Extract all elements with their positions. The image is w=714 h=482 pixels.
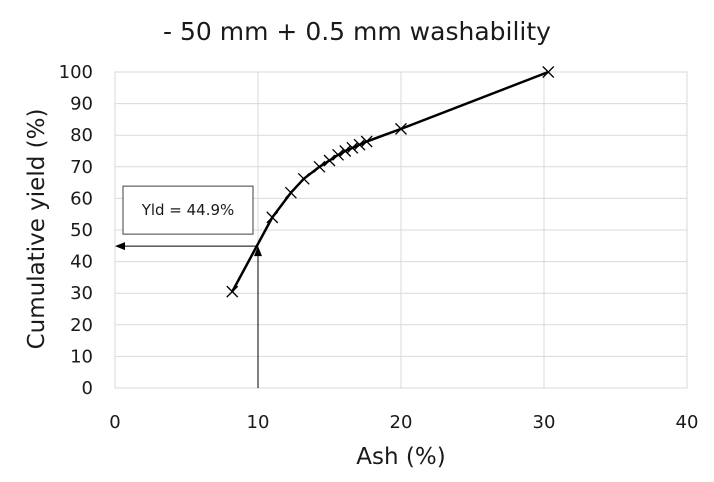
- data-point-marker: [395, 122, 407, 135]
- annotation-box: [122, 185, 254, 235]
- data-point-marker: [284, 186, 297, 199]
- x-tick-label: 30: [533, 412, 556, 433]
- data-point-marker: [360, 135, 373, 148]
- annotation-left-arrowhead: [115, 242, 125, 251]
- annotation-label: Yld = 44.9%: [141, 201, 235, 219]
- x-tick-label: 10: [247, 412, 270, 433]
- marker-stroke: [313, 160, 326, 173]
- marker-stroke: [226, 285, 239, 298]
- marker-stroke: [297, 172, 310, 185]
- y-tick-label: 50: [70, 220, 93, 241]
- y-tick-label: 70: [70, 157, 93, 178]
- y-tick-label: 0: [82, 378, 93, 399]
- x-tick-label: 0: [109, 412, 120, 433]
- x-axis-label: Ash (%): [356, 444, 445, 470]
- data-point-marker: [266, 211, 279, 224]
- y-tick-label: 90: [70, 94, 93, 115]
- yield-annotation: Yld = 44.9%: [115, 185, 262, 388]
- y-tick-labels: 0 10 20 30 40 50 60 70 80 90 100: [59, 62, 93, 399]
- marker-stroke: [266, 211, 279, 224]
- chart-title: - 50 mm + 0.5 mm washability: [163, 17, 551, 46]
- y-tick-label: 80: [70, 125, 93, 146]
- marker-stroke: [323, 154, 336, 167]
- data-point-marker: [339, 145, 352, 157]
- marker-stroke: [332, 148, 345, 161]
- marker-stroke: [346, 141, 359, 154]
- data-point-marker: [226, 285, 239, 298]
- x-tick-labels: 0 10 20 30 40: [109, 412, 698, 433]
- data-point-marker: [313, 160, 326, 173]
- series-line: [231, 70, 549, 293]
- annotation-up-arrowhead: [254, 246, 262, 257]
- marker-stroke: [284, 186, 297, 199]
- x-tick-label: 40: [676, 412, 699, 433]
- y-tick-label: 100: [59, 62, 93, 83]
- y-tick-label: 10: [70, 346, 93, 367]
- data-point-marker: [346, 141, 359, 154]
- y-tick-label: 30: [70, 283, 93, 304]
- data-point-marker: [332, 148, 345, 161]
- marker-stroke: [360, 135, 373, 148]
- marker-stroke: [542, 66, 555, 78]
- y-tick-label: 40: [70, 252, 93, 273]
- marker-stroke: [395, 122, 407, 135]
- y-axis-label: Cumulative yield (%): [24, 109, 50, 350]
- marker-stroke: [353, 138, 366, 151]
- data-point-marker: [323, 154, 336, 167]
- y-tick-label: 60: [70, 188, 93, 209]
- plot-area: [114, 71, 688, 389]
- y-tick-label: 20: [70, 315, 93, 336]
- series-yield-curve: [226, 66, 555, 298]
- data-point-marker: [353, 138, 366, 151]
- data-point-marker: [297, 172, 310, 185]
- marker-stroke: [339, 145, 352, 157]
- x-tick-label: 20: [390, 412, 413, 433]
- data-point-marker: [542, 66, 555, 78]
